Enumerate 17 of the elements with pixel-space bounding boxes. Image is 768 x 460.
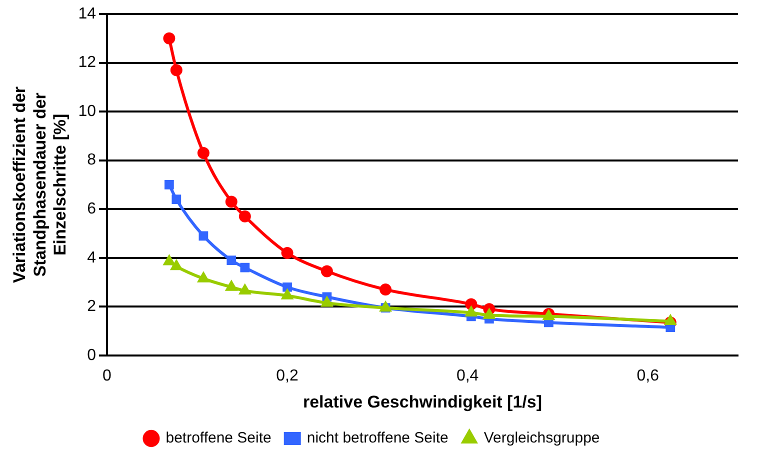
y-tick-label: 4 [87, 249, 96, 266]
y-tick-label: 12 [78, 54, 96, 72]
y-tick-label: 8 [87, 152, 96, 169]
y-tick-label: 6 [87, 200, 96, 218]
x-tick-label: 0,6 [636, 367, 660, 384]
y-tick-label: 14 [78, 5, 96, 22]
x-tick-label: 0,4 [456, 367, 479, 384]
y-axis-title: Variationskoeffizient der Standphasendauer der Einzelschritte [%] [10, 86, 70, 283]
y-tick-label: 2 [87, 298, 96, 316]
x-tick-label: 0 [102, 367, 112, 384]
y-tick-label: 0 [87, 346, 96, 364]
x-axis-title: relative Geschwindigkeit [1/s] [302, 392, 542, 412]
legend-label: nicht betroffene Seite [306, 430, 448, 447]
legend-label: betroffene Seite [166, 430, 272, 447]
y-tick-label: 10 [78, 102, 96, 120]
legend-label: Vergleichsgruppe [484, 430, 600, 447]
x-tick-label: 0,2 [276, 367, 298, 384]
